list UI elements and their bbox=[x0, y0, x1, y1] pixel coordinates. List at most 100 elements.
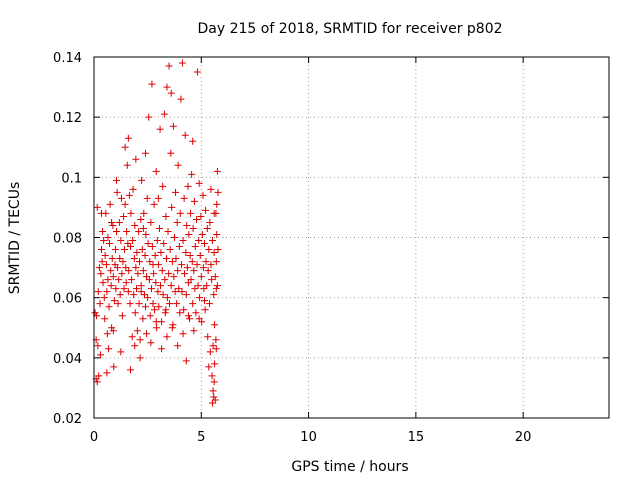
data-point bbox=[159, 291, 167, 299]
data-point bbox=[137, 282, 145, 290]
data-point bbox=[180, 306, 188, 314]
data-point bbox=[118, 312, 126, 320]
data-point bbox=[209, 387, 217, 395]
data-point bbox=[101, 252, 109, 260]
data-point bbox=[157, 282, 165, 290]
data-point bbox=[170, 273, 178, 281]
data-point bbox=[184, 182, 192, 190]
data-point bbox=[212, 345, 220, 353]
data-point bbox=[177, 95, 185, 103]
data-point bbox=[107, 267, 115, 275]
data-point bbox=[166, 300, 174, 308]
x-tick-label: 15 bbox=[408, 430, 425, 445]
data-point bbox=[138, 176, 146, 184]
data-point bbox=[130, 255, 138, 263]
data-point bbox=[127, 209, 135, 217]
data-point bbox=[196, 294, 204, 302]
data-point bbox=[182, 357, 190, 365]
data-point bbox=[210, 378, 218, 386]
data-point bbox=[194, 282, 202, 290]
data-point bbox=[110, 297, 118, 305]
data-point bbox=[117, 348, 125, 356]
data-point bbox=[139, 224, 147, 232]
data-point bbox=[205, 363, 213, 371]
data-point bbox=[178, 261, 186, 269]
y-tick-label: 0.1 bbox=[61, 171, 82, 186]
data-point bbox=[125, 191, 133, 199]
data-point bbox=[110, 363, 118, 371]
data-point bbox=[190, 197, 198, 205]
data-point bbox=[135, 227, 143, 235]
data-point bbox=[149, 261, 157, 269]
data-point bbox=[118, 270, 126, 278]
data-point bbox=[202, 258, 210, 266]
data-point bbox=[205, 300, 213, 308]
data-point bbox=[152, 318, 160, 326]
data-point bbox=[161, 309, 169, 317]
data-point bbox=[140, 209, 148, 217]
data-point bbox=[211, 360, 219, 368]
data-point bbox=[105, 303, 113, 311]
data-point bbox=[160, 240, 168, 248]
data-point bbox=[124, 288, 132, 296]
data-point bbox=[201, 240, 209, 248]
data-point bbox=[136, 336, 144, 344]
data-point bbox=[186, 252, 194, 260]
data-point bbox=[167, 149, 175, 157]
data-point bbox=[213, 282, 221, 290]
data-point bbox=[114, 264, 122, 272]
tick-labels: 0 5 10 15 20 0.02 0.04 0.06 0.08 0.1 0.12 0.14 bbox=[53, 51, 531, 445]
data-point bbox=[143, 330, 151, 338]
data-point bbox=[165, 62, 173, 70]
data-point bbox=[157, 249, 165, 257]
data-point bbox=[105, 345, 113, 353]
data-point bbox=[123, 161, 131, 169]
data-point bbox=[100, 237, 108, 245]
y-tick-label: 0.12 bbox=[53, 111, 82, 126]
data-point bbox=[151, 306, 159, 314]
data-point bbox=[154, 288, 162, 296]
data-point bbox=[100, 294, 108, 302]
data-point bbox=[163, 333, 171, 341]
data-point bbox=[189, 300, 197, 308]
data-point bbox=[195, 237, 203, 245]
data-point bbox=[175, 243, 183, 251]
x-tick-label: 20 bbox=[515, 430, 532, 445]
data-point bbox=[162, 306, 170, 314]
data-point bbox=[168, 324, 176, 332]
data-point bbox=[144, 240, 152, 248]
data-point bbox=[159, 182, 167, 190]
data-point bbox=[144, 294, 152, 302]
data-point bbox=[174, 161, 182, 169]
y-tick-label: 0.08 bbox=[53, 232, 82, 247]
data-point bbox=[187, 209, 195, 217]
data-point bbox=[152, 167, 160, 175]
data-point bbox=[155, 303, 163, 311]
data-point bbox=[161, 276, 169, 284]
data-point bbox=[163, 294, 171, 302]
data-point bbox=[153, 324, 161, 332]
data-point bbox=[95, 372, 103, 380]
data-point bbox=[119, 258, 127, 266]
data-point bbox=[191, 285, 199, 293]
data-point bbox=[195, 179, 203, 187]
data-point bbox=[108, 255, 116, 263]
data-point bbox=[171, 288, 179, 296]
data-point bbox=[112, 285, 120, 293]
data-point bbox=[179, 330, 187, 338]
data-point bbox=[103, 288, 111, 296]
data-point bbox=[188, 258, 196, 266]
data-point bbox=[105, 240, 113, 248]
data-point bbox=[98, 246, 106, 254]
data-point bbox=[188, 170, 196, 178]
data-point bbox=[133, 249, 141, 257]
data-point bbox=[211, 321, 219, 329]
data-point bbox=[139, 267, 147, 275]
data-point bbox=[104, 234, 112, 241]
data-point bbox=[164, 227, 172, 235]
data-point bbox=[183, 264, 191, 272]
data-point bbox=[167, 282, 175, 290]
data-point bbox=[146, 312, 154, 320]
grid-lines bbox=[94, 57, 609, 418]
